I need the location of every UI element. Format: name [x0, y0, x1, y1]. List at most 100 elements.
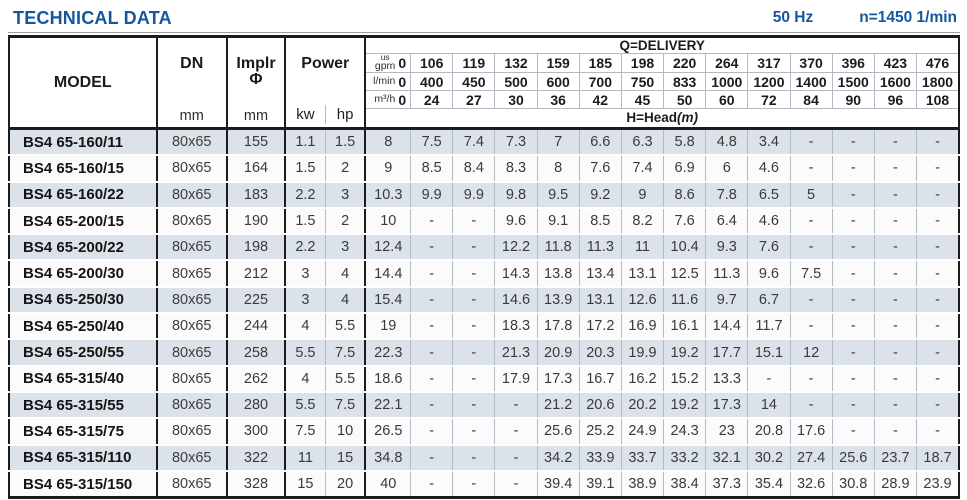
head-value-cell: 9: [620, 181, 664, 209]
impeller-cell: 280: [226, 391, 287, 420]
pump-row: BS4 65-250/55 80x65 258 5.5 7.5 22.3- -21.3 20.…: [9, 339, 959, 367]
impeller-unit: mm: [243, 107, 269, 124]
dn-cell: 80x65: [156, 444, 228, 472]
head-value-cell: 26.5: [364, 418, 411, 446]
head-value-cell: 18.6: [364, 365, 411, 393]
head-value-cell: 9.8: [494, 181, 538, 209]
q-delivery-header: Q=DELIVERY: [365, 36, 959, 54]
head-value-cell: 8: [536, 155, 580, 183]
flow-value: 106: [410, 53, 453, 73]
head-value-cell: -: [915, 207, 959, 236]
model-cell: BS4 65-200/22: [9, 234, 158, 262]
flow-value: 42: [578, 90, 622, 109]
head-value-cell: -: [452, 234, 495, 262]
head-value-cell: 7.8: [705, 181, 748, 209]
head-value-cell: 30.8: [831, 470, 875, 499]
spec-labels: 50 Hz n=1450 1/min: [773, 9, 957, 27]
head-value-cell: -: [789, 391, 833, 420]
head-value-cell: 27.4: [789, 444, 833, 472]
flow-unit-label: m³/h: [374, 94, 395, 105]
head-value-cell: 13.1: [620, 260, 664, 288]
kw-cell: 1.5: [285, 207, 326, 236]
head-value-cell: -: [410, 391, 453, 420]
head-value-cell: 9: [364, 155, 411, 183]
table-wrapper: MODEL DN mm Implr Φ mm Power: [8, 32, 960, 500]
head-value-cell: 40: [364, 470, 411, 499]
col-header-impeller: Implr Φ mm: [226, 36, 287, 130]
head-value-cell: 24.3: [663, 418, 706, 446]
impeller-cell: 198: [226, 234, 287, 262]
hp-cell: 7.5: [325, 339, 367, 367]
model-cell: BS4 65-200/30: [9, 260, 158, 288]
head-value-cell: 39.1: [578, 470, 622, 499]
flow-value: 90: [831, 90, 875, 109]
flow-unit-main: gpm: [374, 60, 396, 72]
flow-row-usgpm: us gpm 0 106 119 132 159 185 198 220 264 317 370 3…: [9, 52, 959, 73]
head-value-cell: 14.4: [705, 313, 748, 341]
head-value-cell: -: [789, 365, 833, 393]
head-value-cell: 24.9: [620, 418, 664, 446]
head-value-cell: 33.2: [663, 444, 706, 472]
head-value-cell: 13.8: [536, 260, 580, 288]
flow-value: 36: [536, 90, 580, 109]
hp-cell: 4: [325, 260, 367, 288]
head-value-cell: 34.8: [364, 444, 411, 472]
head-value-cell: 12.2: [494, 234, 538, 262]
head-value-cell: 4.8: [705, 128, 748, 157]
hp-cell: 3: [325, 181, 367, 209]
head-value-cell: 3.4: [747, 128, 791, 157]
hp-cell: 20: [325, 470, 367, 499]
head-value-cell: -: [789, 207, 833, 236]
head-value-cell: 8.2: [620, 207, 664, 236]
head-value-cell: -: [789, 128, 833, 157]
head-value-cell: 25.6: [831, 444, 875, 472]
hp-cell: 5.5: [325, 365, 367, 393]
head-value-cell: 6.6: [578, 128, 622, 157]
head-value-cell: -: [831, 155, 875, 183]
flow-value: 96: [873, 90, 917, 109]
hp-cell: 7.5: [325, 391, 367, 420]
head-value-cell: 34.2: [536, 444, 580, 472]
flow-zero-value: 0: [398, 55, 407, 71]
impeller-cell: 212: [226, 260, 287, 288]
head-value-cell: -: [789, 286, 833, 315]
head-value-cell: -: [873, 313, 917, 341]
head-value-cell: 9.5: [536, 181, 580, 209]
head-value-cell: 35.4: [747, 470, 791, 499]
flow-unit-cell-m3h: m³/h 0: [365, 90, 411, 109]
head-value-cell: -: [873, 260, 917, 288]
head-value-cell: -: [494, 391, 538, 420]
head-value-cell: 7.4: [452, 128, 495, 157]
head-value-cell: 7.6: [578, 155, 622, 183]
dn-cell: 80x65: [156, 181, 228, 209]
head-value-cell: 15.4: [364, 286, 411, 315]
model-cell: BS4 65-160/11: [9, 128, 158, 157]
head-value-cell: 22.1: [364, 391, 411, 420]
head-label-row: H=Head(m): [9, 108, 959, 130]
flow-unit-top: us: [380, 52, 390, 62]
head-value-cell: 16.1: [663, 313, 706, 341]
head-value-cell: -: [873, 234, 917, 262]
frequency-label: 50 Hz: [772, 9, 814, 26]
head-value-cell: 8.6: [663, 181, 706, 209]
technical-data-table: MODEL DN mm Implr Φ mm Power: [8, 35, 960, 500]
kw-cell: 2.2: [285, 234, 326, 262]
head-value-cell: 14.3: [494, 260, 538, 288]
pump-row: BS4 65-315/55 80x65 280 5.5 7.5 22.1- - -21.2 20…: [9, 391, 959, 420]
hp-label: hp: [336, 105, 354, 123]
dn-cell: 80x65: [156, 286, 228, 315]
head-value-cell: -: [831, 234, 875, 262]
head-value-cell: 15.1: [747, 339, 791, 367]
head-value-cell: -: [831, 128, 875, 157]
head-value-cell: -: [915, 313, 959, 341]
head-value-cell: 9.7: [705, 286, 748, 315]
dn-cell: 80x65: [156, 207, 228, 236]
head-value-cell: 6.5: [747, 181, 791, 209]
head-value-cell: 4.6: [747, 207, 791, 236]
flow-value: 45: [620, 90, 664, 109]
head-value-cell: 22.3: [364, 339, 411, 367]
head-value-cell: 25.6: [536, 418, 580, 446]
head-value-cell: -: [452, 339, 495, 367]
head-value-cell: 7.5: [789, 260, 833, 288]
